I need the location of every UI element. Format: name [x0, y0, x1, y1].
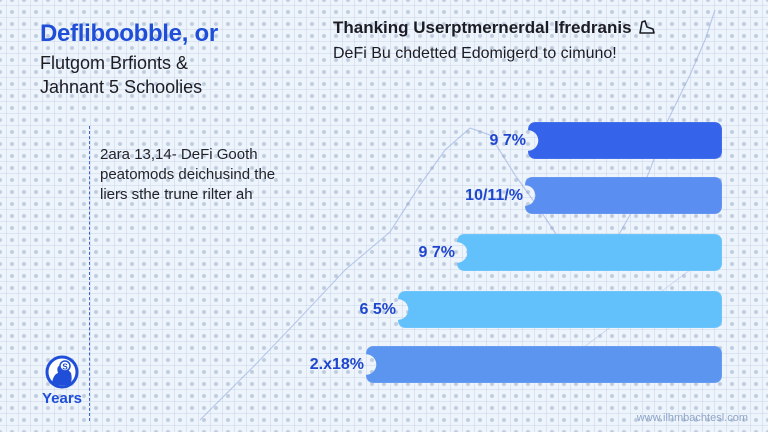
description-text: 2ara 13,14- DeFi Gooth peatomods deichus… [100, 145, 330, 205]
bar-value-label: 9 7% [489, 132, 526, 149]
bar-row: 2.x18% [256, 346, 722, 383]
bar [525, 177, 722, 214]
watermark-url: www.ilhmbachtesl.com [636, 412, 748, 424]
bar [366, 346, 722, 383]
svg-text:S: S [62, 363, 68, 372]
page-subtitle-line1: Flutgom Brfionts & [40, 53, 189, 73]
years-badge: S Years [36, 355, 88, 407]
chart-header: Thanking Userptmernerdal lfredranis DeFi… [333, 18, 656, 64]
page-subtitle-line2: Jahnant 5 Schoolies [40, 77, 203, 97]
description-line: 2ara 13,14- DeFi Gooth [100, 146, 258, 163]
bar-row: 9 7% [347, 234, 722, 271]
bar-value-label: 9 7% [418, 244, 455, 261]
bar-value-label: 2.x18% [309, 356, 364, 373]
bar-row: 9 7% [418, 122, 722, 159]
bar-value-label: 10/11/% [465, 187, 523, 204]
bar-row: 10/11/% [415, 177, 722, 214]
vertical-divider [89, 126, 90, 421]
chart-title: Thanking Userptmernerdal lfredranis [333, 18, 656, 40]
globe-dollar-icon: S [45, 355, 79, 389]
page-title: Defliboobble, or [40, 20, 218, 47]
bar [398, 291, 722, 328]
title-block: Defliboobble, or Flutgom Brfionts & Jahn… [40, 20, 218, 99]
bar [528, 122, 722, 159]
hand-pointer-icon [638, 19, 656, 40]
chart-title-text: Thanking Userptmernerdal lfredranis [333, 18, 632, 37]
description-line: peatomods deichusind the [100, 166, 276, 183]
years-label: Years [41, 390, 83, 407]
description-line: liers sthe trune rilter ah [100, 186, 253, 203]
bar-value-label: 6 5% [359, 301, 396, 318]
bar-row: 6 5% [288, 291, 722, 328]
bar [457, 234, 722, 271]
chart-subtitle: DeFi Bu chdetted Edomigerd to cimuno! [333, 45, 617, 62]
